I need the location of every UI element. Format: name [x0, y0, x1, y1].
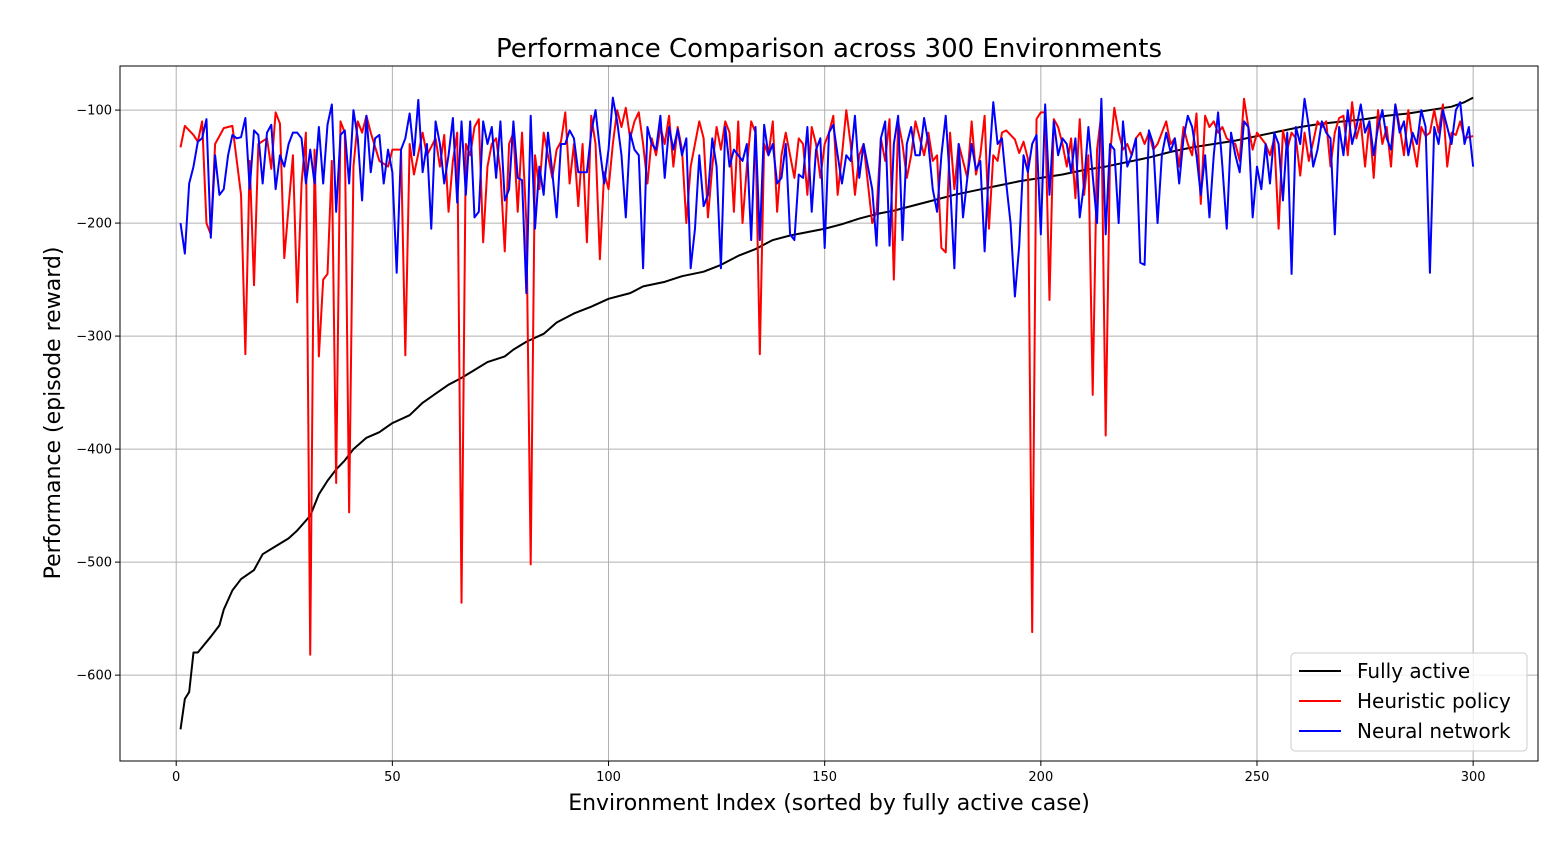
y-axis-ticks: −600 −500 −400 −300 −200 −100	[76, 104, 120, 684]
x-tick-label: 200	[1028, 770, 1053, 785]
x-axis-ticks: 0 50 100 150 200 250 300	[172, 761, 1486, 785]
y-tick-label: −500	[76, 556, 112, 571]
y-tick-label: −300	[76, 330, 112, 345]
x-tick-label: 50	[384, 770, 401, 785]
legend-label-fully-active: Fully active	[1357, 659, 1470, 683]
x-tick-label: 150	[812, 770, 837, 785]
x-tick-label: 250	[1245, 770, 1270, 785]
legend-label-neural-network: Neural network	[1357, 719, 1511, 743]
y-tick-label: −200	[76, 217, 112, 232]
y-tick-label: −100	[76, 104, 112, 119]
x-axis-label: Environment Index (sorted by fully activ…	[568, 791, 1090, 816]
x-tick-label: 300	[1461, 770, 1486, 785]
chart-title: Performance Comparison across 300 Enviro…	[496, 34, 1162, 64]
legend-label-heuristic-policy: Heuristic policy	[1357, 689, 1511, 713]
series-line-neural-network	[179, 96, 1475, 298]
y-tick-label: −400	[76, 443, 112, 458]
series-line-fully-active	[179, 96, 1474, 730]
x-tick-label: 100	[596, 770, 621, 785]
data-series	[179, 96, 1475, 730]
legend-box	[1290, 652, 1528, 752]
x-tick-label: 0	[172, 770, 180, 785]
legend: Fully active Heuristic policy Neural net…	[1290, 652, 1528, 752]
y-tick-label: −600	[76, 669, 112, 684]
plot-area-frame	[119, 65, 1539, 762]
y-axis-label: Performance (episode reward)	[41, 247, 66, 580]
